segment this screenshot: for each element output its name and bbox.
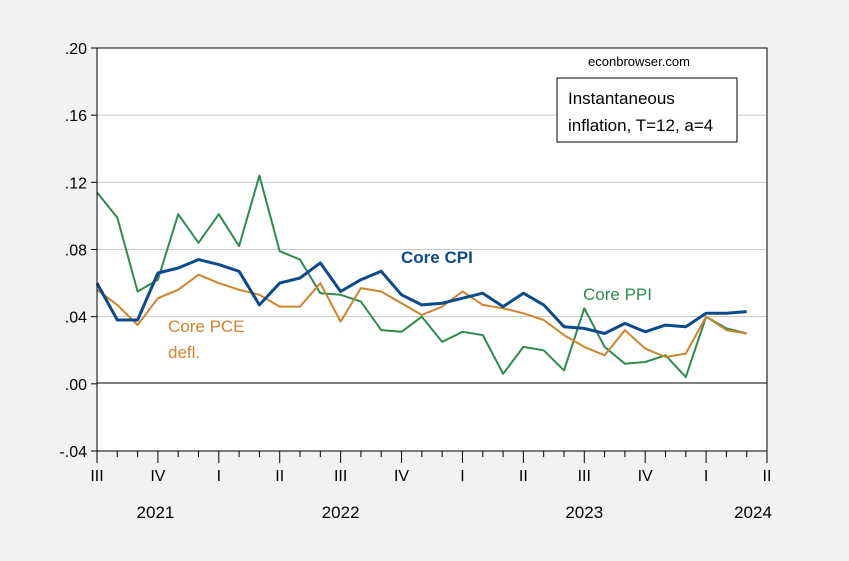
year-label: 2023 (565, 503, 603, 522)
quarter-label: I (460, 468, 464, 485)
y-tick-label: .08 (65, 243, 87, 260)
label-core-pce-line-2: defl. (168, 343, 200, 362)
legend-box-frame (556, 77, 738, 143)
year-label: 2022 (322, 503, 360, 522)
year-label: 2021 (137, 503, 175, 522)
quarter-label: IV (150, 468, 165, 485)
legend-box-line-1: Instantaneous (568, 89, 675, 108)
quarter-label: III (578, 468, 591, 485)
y-tick-label: .16 (65, 108, 87, 125)
y-tick-label: -.04 (59, 444, 87, 461)
series-line-core-pce-defl (96, 273, 747, 358)
y-tick-label: .00 (65, 377, 87, 394)
label-core-pce-line-1: Core PCE (168, 317, 245, 336)
quarter-label: I (704, 468, 708, 485)
year-label: 2024 (734, 503, 772, 522)
y-tick-label: .04 (65, 310, 87, 327)
label-core-cpi: Core CPI (401, 248, 473, 267)
label-core-ppi: Core PPI (583, 285, 652, 304)
quarter-label: II (275, 468, 284, 485)
quarter-label: II (519, 468, 528, 485)
y-axis: .20 .16 .12 .08 .04 .00 -.04 (59, 41, 97, 461)
legend-box: Instantaneous inflation, T=12, a=4 (556, 77, 738, 143)
series-line-core-cpi (95, 258, 747, 335)
series-line-core-ppi (96, 174, 747, 379)
quarter-label: II (763, 468, 772, 485)
quarter-label: III (334, 468, 347, 485)
series-layer (95, 174, 747, 379)
y-tick-label: .12 (65, 175, 87, 192)
watermark: econbrowser.com (588, 54, 690, 69)
quarter-label: I (217, 468, 221, 485)
y-tick-label: .20 (65, 41, 87, 58)
quarter-label: III (90, 468, 103, 485)
legend-box-line-2: inflation, T=12, a=4 (568, 116, 713, 135)
quarter-label: IV (638, 468, 653, 485)
quarter-label: IV (394, 468, 409, 485)
